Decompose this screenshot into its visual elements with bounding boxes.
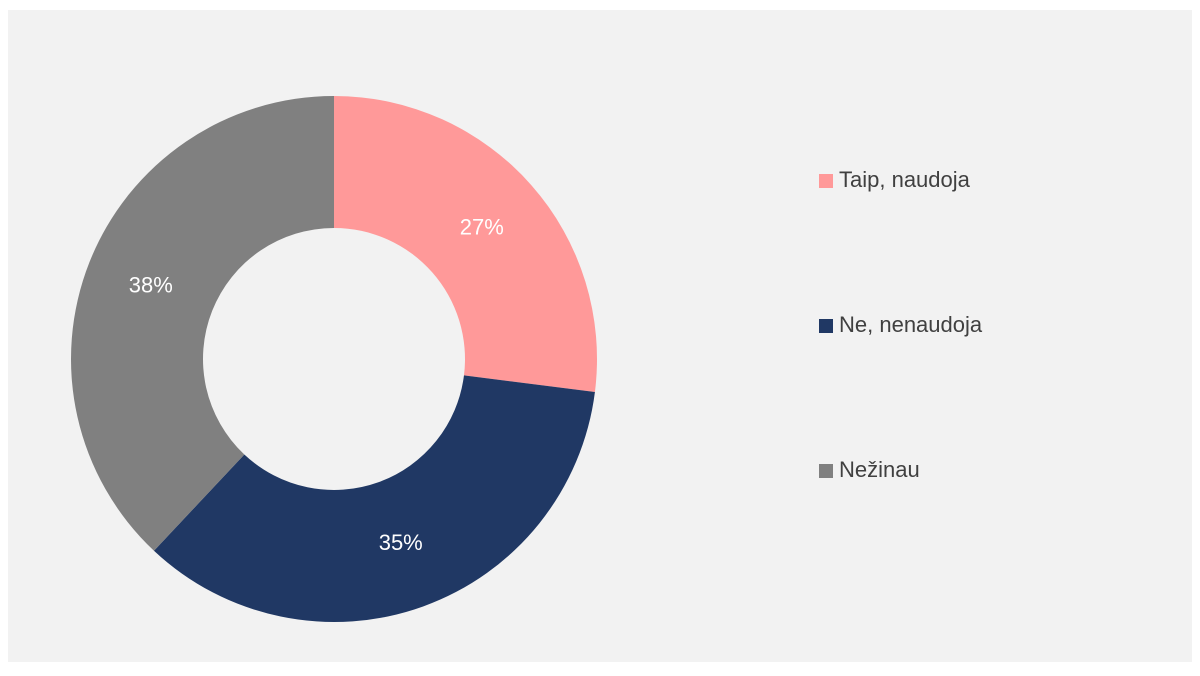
legend-label: Ne, nenaudoja [839, 312, 983, 337]
data-label: 38% [129, 272, 173, 297]
legend-swatch [819, 464, 833, 478]
data-label: 27% [460, 215, 504, 240]
legend-label: Nežinau [839, 457, 920, 482]
legend-label: Taip, naudoja [839, 167, 971, 192]
legend-swatch [819, 174, 833, 188]
legend-swatch [819, 319, 833, 333]
donut-slice [71, 96, 334, 551]
data-label: 35% [379, 530, 423, 555]
donut-slice [334, 96, 597, 392]
donut-slice [153, 375, 595, 623]
